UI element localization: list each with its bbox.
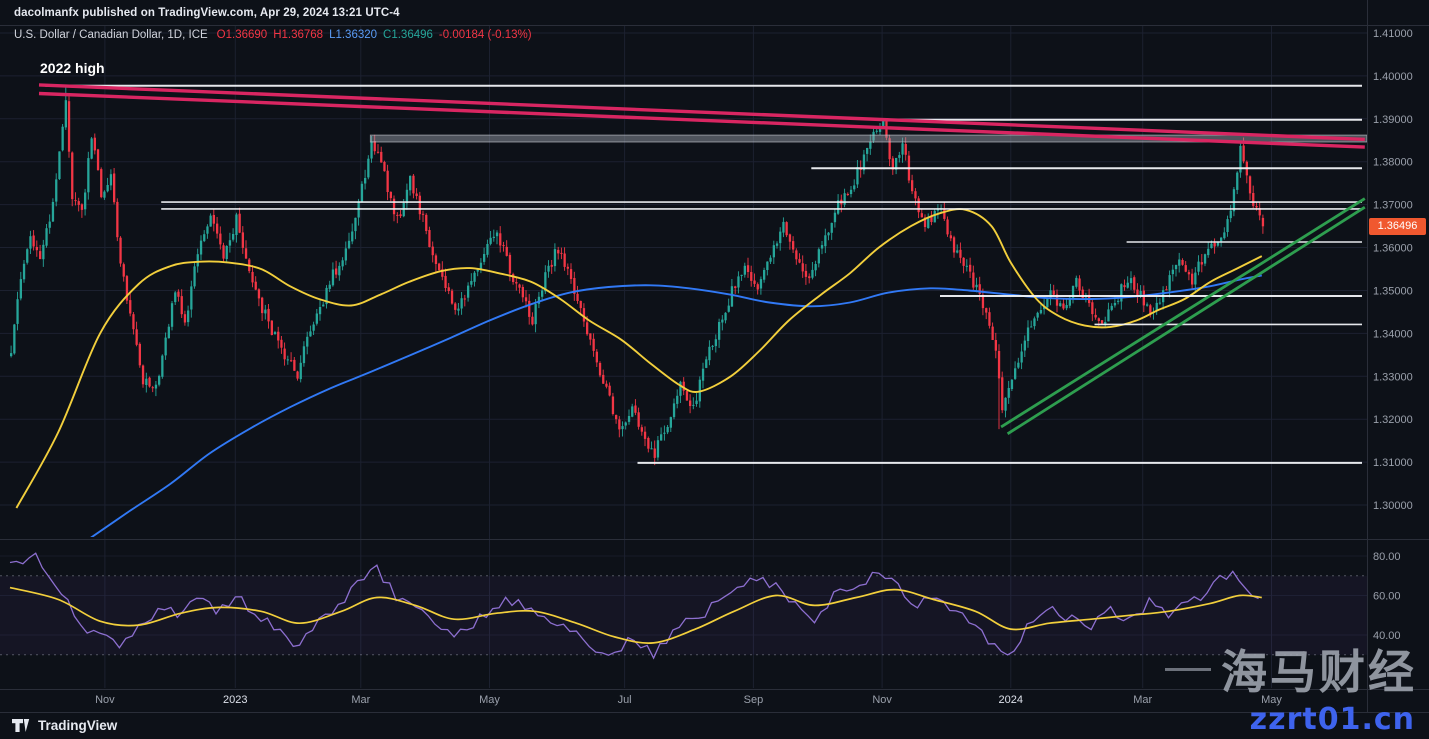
pane-separators: [0, 0, 1429, 713]
ma-slow-line: [90, 274, 1262, 537]
svg-text:Sep: Sep: [744, 694, 764, 706]
svg-text:1.34000: 1.34000: [1373, 328, 1413, 340]
svg-text:May: May: [1261, 694, 1282, 706]
svg-text:1.40000: 1.40000: [1373, 71, 1413, 83]
svg-text:Nov: Nov: [95, 694, 115, 706]
symbol-legend[interactable]: U.S. Dollar / Canadian Dollar, 1D, ICE O1…: [14, 29, 538, 41]
watermark-dash-line: [1165, 667, 1211, 671]
ma-fast-line: [15, 208, 1263, 509]
svg-text:1.31000: 1.31000: [1373, 457, 1413, 469]
descending-trendline[interactable]: [38, 91, 1365, 149]
svg-text:40.00: 40.00: [1373, 630, 1401, 642]
svg-text:60.00: 60.00: [1373, 591, 1401, 603]
svg-text:1.32000: 1.32000: [1373, 414, 1413, 426]
rsi-band: [0, 575, 1367, 655]
svg-text:1.30000: 1.30000: [1373, 500, 1413, 512]
ohlc-close: C1.36496: [383, 29, 433, 41]
ohlc-open: O1.36690: [216, 29, 268, 41]
svg-text:2023: 2023: [223, 694, 247, 706]
svg-text:Mar: Mar: [351, 694, 370, 706]
svg-text:1.33000: 1.33000: [1373, 371, 1413, 383]
last-price-badge: 1.36496: [1369, 218, 1426, 235]
svg-text:1.41000: 1.41000: [1373, 28, 1413, 40]
publisher-text: dacolmanfx published on TradingView.com,…: [14, 7, 400, 19]
axis-labels[interactable]: 1.41000 1.40000 1.39000 1.38000 1.37000 1.360…: [95, 28, 1413, 706]
ascending-trendline[interactable]: [1006, 206, 1366, 435]
svg-text:Jul: Jul: [618, 694, 632, 706]
ohlc-change: -0.00184 (-0.13%): [438, 29, 532, 41]
watermark-brand-text: 海马财经: [1221, 646, 1417, 698]
publisher-bar: dacolmanfx published on TradingView.com,…: [0, 0, 1429, 25]
ohlc-low: L1.36320: [329, 29, 378, 41]
svg-text:1.37000: 1.37000: [1373, 200, 1413, 212]
svg-text:Mar: Mar: [1133, 694, 1152, 706]
rsi-line: [9, 552, 1259, 660]
svg-text:May: May: [479, 694, 500, 706]
svg-text:1.39000: 1.39000: [1373, 114, 1413, 126]
tradingview-logo-text[interactable]: TradingView: [38, 718, 118, 733]
rsi-ma-line: [9, 586, 1262, 645]
svg-text:1.38000: 1.38000: [1373, 157, 1413, 169]
footer-bar: TradingView: [0, 712, 1429, 739]
horizontal-levels[interactable]: [45, 84, 1362, 464]
svg-text:1.36000: 1.36000: [1373, 243, 1413, 255]
svg-text:80.00: 80.00: [1373, 551, 1401, 563]
symbol-title[interactable]: U.S. Dollar / Canadian Dollar, 1D, ICE: [14, 29, 208, 41]
ascending-trendline[interactable]: [1000, 197, 1366, 429]
tradingview-logo-icon[interactable]: [12, 718, 31, 733]
svg-text:Nov: Nov: [872, 694, 892, 706]
annotation-2022-high: 2022 high: [40, 60, 105, 76]
svg-text:1.35000: 1.35000: [1373, 286, 1413, 298]
watermark-url: zzrt01.cn: [1249, 702, 1415, 737]
ohlc-high: H1.36768: [273, 29, 324, 41]
watermark-brand: 海马财经: [1165, 636, 1417, 702]
svg-text:2024: 2024: [999, 694, 1023, 706]
descending-trendline[interactable]: [38, 83, 1365, 142]
